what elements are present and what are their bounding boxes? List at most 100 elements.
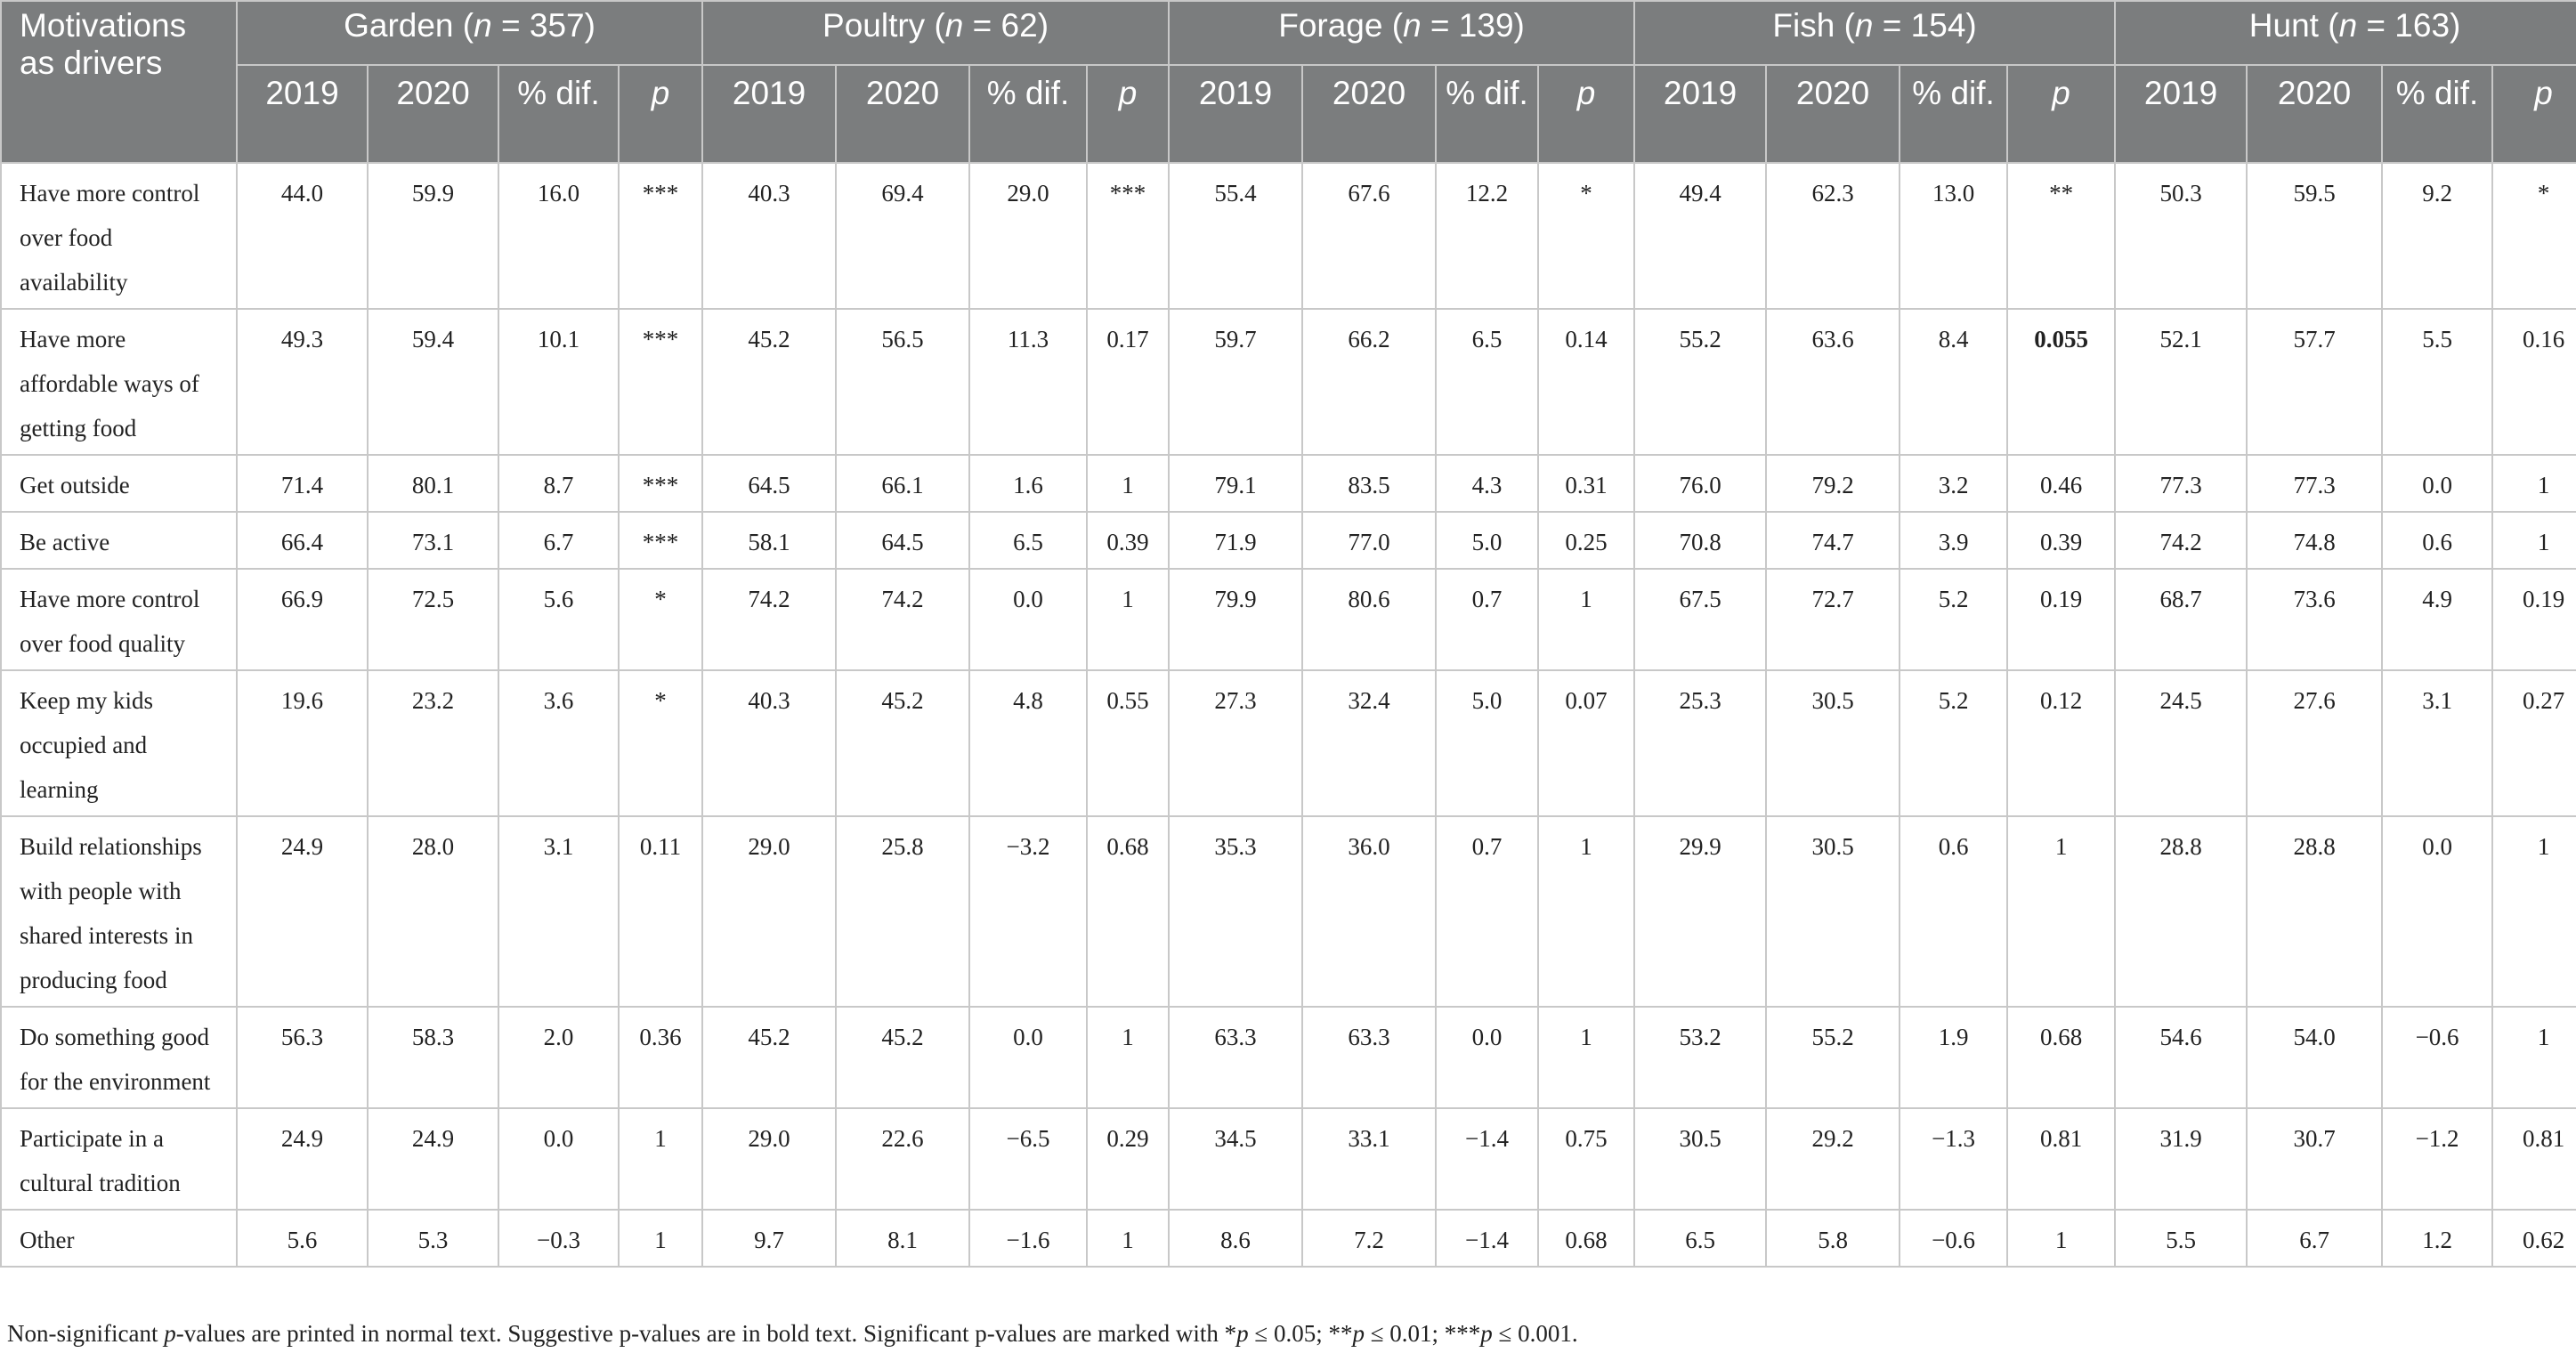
row-label: Get outside bbox=[0, 454, 238, 513]
table-cell-p-value: 0.25 bbox=[1537, 511, 1636, 570]
table-cell-percent-difference: 11.3 bbox=[968, 308, 1089, 456]
subheader-year-2020: 2020 bbox=[835, 64, 971, 164]
table-cell-year-2020: 67.6 bbox=[1301, 162, 1438, 310]
table-cell-percent-difference: −1.3 bbox=[1899, 1107, 2009, 1211]
table-cell-percent-difference: −0.6 bbox=[1899, 1209, 2009, 1268]
table-cell-percent-difference: 8.7 bbox=[498, 454, 620, 513]
table-cell-year-2019: 56.3 bbox=[236, 1006, 369, 1109]
table-cell-p-value: 0.27 bbox=[2491, 669, 2576, 817]
subheader-year-2019: 2019 bbox=[1633, 64, 1768, 164]
header-row-subcolumns: 2019 2020% dif. p 2019 2020% dif. p 2019 2020% … bbox=[1, 64, 2576, 164]
table-cell-year-2020: 62.3 bbox=[1765, 162, 1901, 310]
group-header-forage: Forage (n = 139) bbox=[1168, 0, 1636, 66]
table-cell-percent-difference: −1.4 bbox=[1435, 1209, 1540, 1268]
row-label: Build relationships with people with sha… bbox=[0, 815, 238, 1008]
table-cell-p-value: ** bbox=[2006, 162, 2117, 310]
table-cell-year-2019: 8.6 bbox=[1168, 1209, 1304, 1268]
subheader-percent-difference: % dif. bbox=[1899, 64, 2009, 164]
table-cell-year-2020: 30.7 bbox=[2246, 1107, 2384, 1211]
table-footnote: Non-significant p-values are printed in … bbox=[7, 1320, 1578, 1347]
table-cell-p-value: *** bbox=[617, 162, 704, 310]
table-cell-percent-difference: 0.0 bbox=[968, 568, 1089, 671]
table-cell-p-value: 0.055 bbox=[2006, 308, 2117, 456]
table-cell-p-value: 1 bbox=[617, 1209, 704, 1268]
table-cell-p-value: 1 bbox=[1086, 1006, 1171, 1109]
table-cell-year-2019: 29.0 bbox=[701, 1107, 838, 1211]
table-row: Be active 66.4 73.1 6.7 *** 58.1 64.5 6.5 0.39 71… bbox=[0, 511, 2576, 570]
table-cell-year-2020: 6.7 bbox=[2246, 1209, 2384, 1268]
table-cell-percent-difference: 29.0 bbox=[968, 162, 1089, 310]
table-cell-p-value: 0.81 bbox=[2491, 1107, 2576, 1211]
table-cell-year-2020: 25.8 bbox=[835, 815, 971, 1008]
group-header-poultry: Poultry (n = 62) bbox=[701, 0, 1171, 66]
table-cell-p-value: 0.17 bbox=[1086, 308, 1171, 456]
table-cell-percent-difference: −0.3 bbox=[498, 1209, 620, 1268]
table-cell-year-2020: 64.5 bbox=[835, 511, 971, 570]
table-cell-year-2019: 6.5 bbox=[1633, 1209, 1768, 1268]
table-cell-year-2019: 24.9 bbox=[236, 1107, 369, 1211]
table-cell-p-value: * bbox=[1537, 162, 1636, 310]
table-cell-year-2019: 34.5 bbox=[1168, 1107, 1304, 1211]
table-cell-year-2019: 25.3 bbox=[1633, 669, 1768, 817]
table-cell-year-2019: 19.6 bbox=[236, 669, 369, 817]
table-cell-year-2020: 83.5 bbox=[1301, 454, 1438, 513]
table-cell-percent-difference: 4.3 bbox=[1435, 454, 1540, 513]
table-cell-year-2020: 45.2 bbox=[835, 1006, 971, 1109]
table-cell-percent-difference: 3.1 bbox=[2381, 669, 2494, 817]
table-cell-year-2019: 66.4 bbox=[236, 511, 369, 570]
subheader-year-2019: 2019 bbox=[2114, 64, 2248, 164]
table-cell-year-2020: 55.2 bbox=[1765, 1006, 1901, 1109]
table-cell-p-value: 0.16 bbox=[2491, 308, 2576, 456]
table-cell-year-2020: 66.2 bbox=[1301, 308, 1438, 456]
table-cell-year-2019: 28.8 bbox=[2114, 815, 2248, 1008]
table-cell-p-value: 0.07 bbox=[1537, 669, 1636, 817]
row-label: Other bbox=[0, 1209, 238, 1268]
table-cell-year-2019: 63.3 bbox=[1168, 1006, 1304, 1109]
table-row: Build relationships with people with sha… bbox=[0, 815, 2576, 1008]
row-label: Have more control over food availability bbox=[0, 162, 238, 310]
subheader-year-2019: 2019 bbox=[1168, 64, 1304, 164]
table-cell-p-value: * bbox=[2491, 162, 2576, 310]
corner-header: Motivations as drivers bbox=[0, 0, 238, 164]
table-cell-percent-difference: 16.0 bbox=[498, 162, 620, 310]
table-cell-year-2019: 5.5 bbox=[2114, 1209, 2248, 1268]
subheader-year-2020: 2020 bbox=[1765, 64, 1901, 164]
table-cell-percent-difference: −1.4 bbox=[1435, 1107, 1540, 1211]
table-cell-year-2019: 24.9 bbox=[236, 815, 369, 1008]
table-cell-percent-difference: −3.2 bbox=[968, 815, 1089, 1008]
table-cell-year-2020: 24.9 bbox=[367, 1107, 499, 1211]
table-cell-year-2020: 63.3 bbox=[1301, 1006, 1438, 1109]
table-cell-percent-difference: 13.0 bbox=[1899, 162, 2009, 310]
table-row: Other 5.6 5.3 −0.3 1 9.7 8.1 −1.6 1 8.6 7.2 −1.4 0.6… bbox=[0, 1209, 2576, 1268]
table-cell-year-2019: 76.0 bbox=[1633, 454, 1768, 513]
table-row: Have more control over food availability… bbox=[0, 162, 2576, 310]
table-cell-percent-difference: 6.7 bbox=[498, 511, 620, 570]
table-cell-p-value: 1 bbox=[1537, 815, 1636, 1008]
table-cell-year-2020: 66.1 bbox=[835, 454, 971, 513]
table-cell-p-value: *** bbox=[1086, 162, 1171, 310]
table-cell-year-2020: 80.1 bbox=[367, 454, 499, 513]
table-cell-p-value: 0.68 bbox=[1537, 1209, 1636, 1268]
table-cell-year-2020: 74.2 bbox=[835, 568, 971, 671]
table-cell-year-2020: 69.4 bbox=[835, 162, 971, 310]
table-cell-year-2020: 5.3 bbox=[367, 1209, 499, 1268]
table-cell-year-2020: 59.5 bbox=[2246, 162, 2384, 310]
table-cell-year-2020: 36.0 bbox=[1301, 815, 1438, 1008]
table-cell-year-2020: 22.6 bbox=[835, 1107, 971, 1211]
table-cell-p-value: 1 bbox=[1086, 454, 1171, 513]
table-cell-percent-difference: 0.0 bbox=[498, 1107, 620, 1211]
table-cell-p-value: *** bbox=[617, 454, 704, 513]
subheader-p-value: p bbox=[2491, 64, 2576, 164]
table-cell-p-value: 0.62 bbox=[2491, 1209, 2576, 1268]
table-cell-percent-difference: 0.7 bbox=[1435, 815, 1540, 1008]
table-cell-year-2020: 29.2 bbox=[1765, 1107, 1901, 1211]
table-cell-p-value: 0.11 bbox=[617, 815, 704, 1008]
table-cell-percent-difference: 9.2 bbox=[2381, 162, 2494, 310]
header-row-groups: Motivations as drivers Garden (n = 357) … bbox=[0, 0, 2576, 164]
table-cell-percent-difference: 4.8 bbox=[968, 669, 1089, 817]
table-cell-p-value: 1 bbox=[1086, 1209, 1171, 1268]
table-cell-year-2019: 52.1 bbox=[2114, 308, 2248, 456]
table-cell-percent-difference: 5.5 bbox=[2381, 308, 2494, 456]
table-row: Keep my kids occupied and learning 19.6 23… bbox=[0, 669, 2576, 817]
table-cell-year-2020: 27.6 bbox=[2246, 669, 2384, 817]
